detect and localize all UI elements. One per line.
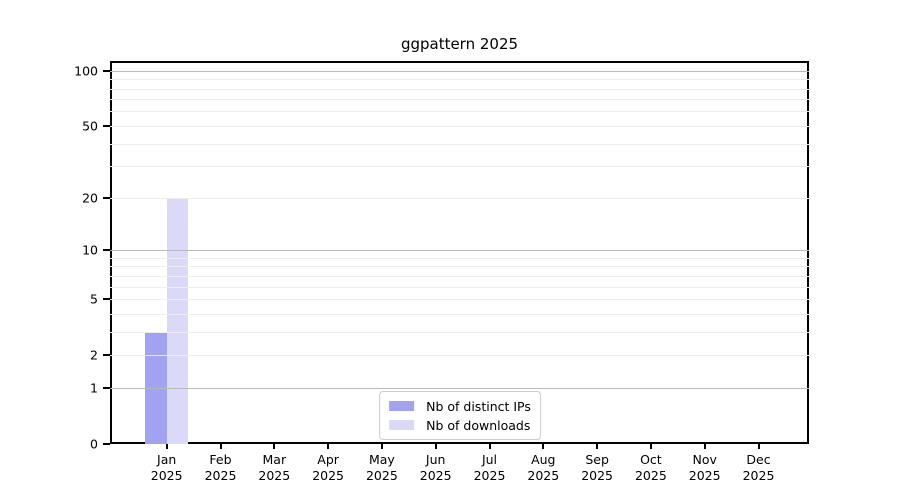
y-gridline-minor: [110, 331, 809, 333]
x-tick-label: Jan 2025: [151, 452, 183, 483]
x-tick-mark: [542, 444, 545, 449]
y-gridline-minor: [110, 111, 809, 113]
x-tick-year: 2025: [312, 467, 344, 483]
x-tick-label: Jul 2025: [474, 452, 506, 483]
x-tick-month: Feb: [209, 452, 232, 467]
x-tick-label: Aug 2025: [527, 452, 559, 483]
y-tick-mark: [103, 443, 110, 445]
y-gridline-minor: [110, 275, 809, 277]
y-gridline-minor: [110, 99, 809, 101]
x-tick-mark: [327, 444, 330, 449]
x-tick-label: Mar 2025: [258, 452, 290, 483]
legend: Nb of distinct IPs Nb of downloads: [379, 391, 541, 440]
x-tick-month: Aug: [531, 452, 556, 467]
x-tick-mark: [488, 444, 491, 449]
y-gridline-minor: [110, 143, 809, 145]
y-tick-mark: [103, 386, 110, 389]
x-tick-year: 2025: [742, 467, 775, 483]
x-tick-year: 2025: [365, 467, 398, 483]
x-tick-label: Sep 2025: [581, 452, 613, 483]
x-tick-month: Mar: [262, 452, 287, 467]
x-tick-mark: [703, 444, 706, 449]
y-tick-mark: [103, 196, 110, 199]
x-tick-year: 2025: [688, 467, 721, 483]
legend-swatch-distinct-ips: [389, 401, 415, 411]
y-tick-mark: [103, 249, 110, 252]
y-gridline-minor: [110, 299, 809, 301]
x-tick-mark: [273, 444, 276, 449]
x-tick-year: 2025: [150, 467, 183, 483]
y-gridline-minor: [110, 313, 809, 315]
y-tick-label: 0: [90, 436, 98, 452]
x-tick-month: Sep: [585, 452, 609, 467]
bar-downloads: [166, 197, 189, 444]
x-tick-month: Oct: [640, 452, 662, 467]
x-tick-label: Apr 2025: [312, 452, 344, 483]
y-gridline-minor: [110, 286, 809, 288]
y-gridline-major: [110, 250, 809, 252]
y-gridline-minor: [110, 79, 809, 81]
x-tick-year: 2025: [527, 467, 560, 483]
legend-label-distinct-ips: Nb of distinct IPs: [426, 398, 531, 414]
y-gridline-minor: [110, 257, 809, 259]
x-tick-month: Dec: [746, 452, 771, 467]
x-tick-month: Jun: [425, 452, 446, 467]
x-tick-mark: [757, 444, 760, 449]
y-tick-label: 20: [82, 190, 98, 206]
legend-label-downloads: Nb of downloads: [426, 417, 531, 433]
y-tick-label: 2: [90, 347, 98, 363]
plot-inner: [110, 61, 809, 444]
y-gridline-minor: [110, 266, 809, 268]
y-tick-label: 5: [90, 291, 98, 307]
legend-item-downloads: Nb of downloads: [389, 417, 531, 433]
x-tick-mark: [649, 444, 652, 449]
y-gridline-minor: [110, 88, 809, 90]
x-tick-year: 2025: [419, 467, 452, 483]
y-tick-label: 10: [82, 242, 98, 258]
y-tick-label: 1: [90, 380, 98, 396]
chart-title: ggpattern 2025: [400, 35, 519, 53]
y-gridline-major: [110, 70, 809, 72]
x-tick-month: Nov: [692, 452, 717, 467]
x-tick-label: Oct 2025: [635, 452, 667, 483]
x-tick-year: 2025: [634, 467, 667, 483]
y-tick-mark: [103, 354, 110, 357]
y-gridline-minor: [110, 197, 809, 199]
x-tick-mark: [434, 444, 437, 449]
y-gridline-minor: [110, 355, 809, 357]
x-tick-label: May 2025: [366, 452, 398, 483]
x-tick-mark: [380, 444, 383, 449]
x-tick-month: Apr: [317, 452, 339, 467]
x-tick-month: Jan: [157, 452, 177, 467]
y-tick-mark: [103, 69, 110, 72]
y-gridline-minor: [110, 125, 809, 127]
x-tick-label: Nov 2025: [689, 452, 721, 483]
plot-area: [110, 61, 809, 444]
y-tick-mark: [103, 124, 110, 127]
x-tick-label: Jun 2025: [420, 452, 452, 483]
x-tick-year: 2025: [473, 467, 506, 483]
x-tick-label: Dec 2025: [743, 452, 775, 483]
x-tick-month: May: [368, 452, 395, 467]
x-tick-year: 2025: [204, 467, 237, 483]
x-tick-mark: [165, 444, 168, 449]
x-tick-mark: [219, 444, 222, 449]
x-tick-year: 2025: [258, 467, 291, 483]
y-gridline-minor: [110, 166, 809, 168]
y-tick-label: 100: [74, 63, 98, 79]
y-gridline-major: [110, 387, 809, 389]
x-tick-label: Feb 2025: [205, 452, 237, 483]
x-tick-mark: [596, 444, 599, 449]
legend-swatch-downloads: [389, 420, 415, 430]
x-tick-month: Jul: [481, 452, 498, 467]
y-tick-label: 50: [82, 118, 98, 134]
x-tick-year: 2025: [581, 467, 613, 483]
legend-item-distinct-ips: Nb of distinct IPs: [389, 398, 531, 414]
y-tick-mark: [103, 298, 110, 301]
